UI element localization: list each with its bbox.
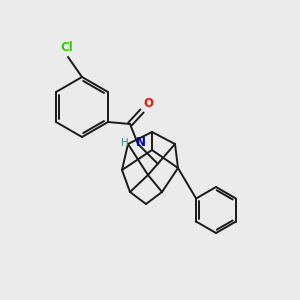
Text: O: O: [143, 97, 153, 110]
Text: Cl: Cl: [61, 41, 74, 54]
Text: H: H: [121, 138, 129, 148]
Text: N: N: [136, 136, 146, 149]
